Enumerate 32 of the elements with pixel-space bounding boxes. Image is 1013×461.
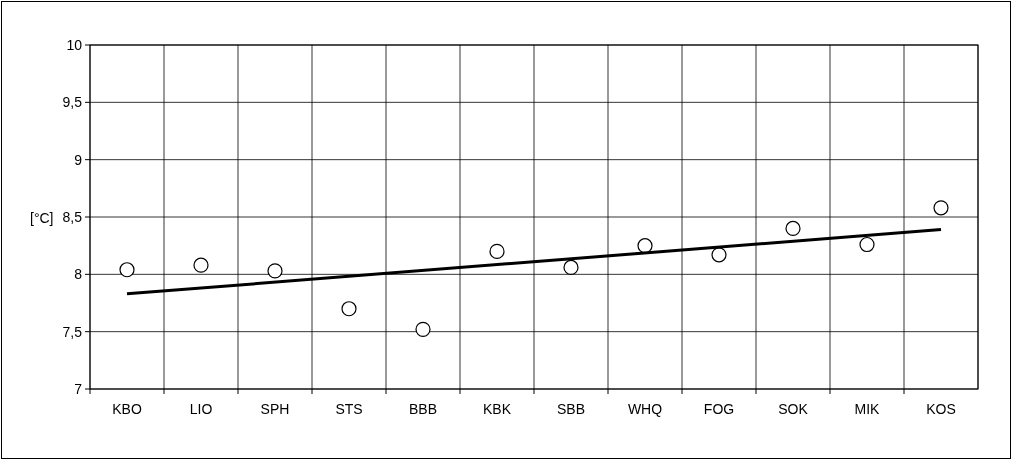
x-tick-label: WHQ [627,401,663,417]
y-tick-label: 7,5 [62,323,83,340]
point [859,236,875,253]
x-tick-label: SBB [556,401,586,417]
point [785,220,801,237]
y-tick-label: 10 [66,36,83,53]
point [489,243,505,259]
x-tick-label: BBB [408,401,438,417]
x-tick-label: MIK [854,401,881,417]
y-tick-label: 9 [74,151,83,168]
y-axis-title: [°C] [30,209,54,226]
point [933,200,949,216]
x-tick-label: KOS [926,401,956,417]
x-tick-label: FOG [703,401,735,417]
x-tick-label: STS [335,401,363,417]
x-tick-label: SPH [260,401,290,417]
point [415,321,431,337]
point [119,262,135,278]
point [341,301,357,317]
x-tick-label: KBO [112,401,142,417]
x-tick-label: SOK [778,401,809,417]
point [637,238,653,254]
y-tick-label: 8,5 [62,208,83,225]
y-tick-label: 9,5 [62,94,83,111]
point [267,263,283,279]
point [563,259,579,276]
x-tick-label: LIO [189,401,213,417]
point [711,247,727,263]
x-tick-label: KBK [482,401,512,417]
y-tick-label: 8 [74,266,83,283]
point [193,257,209,273]
y-tick-label: 7 [74,380,83,397]
